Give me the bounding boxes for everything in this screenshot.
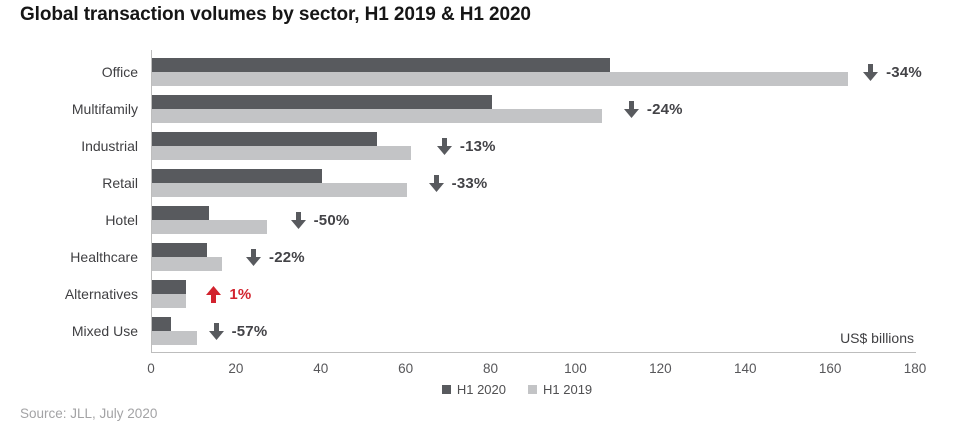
change-percent-label: 1% — [229, 285, 252, 303]
legend-swatch-h1-2020 — [441, 385, 451, 394]
plot-area: US$ billions Office -34% Multifamily -24% In… — [65, 50, 922, 353]
bar-h1-2019-industrial — [152, 146, 411, 160]
axis-unit-label: US$ billions — [840, 330, 914, 346]
change-percent-label: -34% — [886, 63, 922, 81]
bar-h1-2020-multifamily — [152, 95, 492, 109]
change-annotation-office: -34% — [863, 58, 922, 86]
change-percent-label: -22% — [269, 248, 305, 266]
down-arrow-icon — [436, 137, 452, 155]
down-arrow-icon — [863, 63, 879, 81]
x-tick-0: 0 — [147, 361, 155, 376]
down-arrow-icon — [246, 248, 262, 266]
bar-h1-2020-hotel — [152, 206, 210, 220]
bar-h1-2019-alternatives — [152, 294, 186, 308]
down-arrow-icon — [623, 100, 639, 118]
bar-h1-2019-multifamily — [152, 109, 602, 123]
legend-item-h1-2019: H1 2019 — [528, 382, 592, 397]
change-annotation-multifamily: -24% — [623, 95, 683, 123]
bar-h1-2020-mixed-use — [152, 317, 172, 331]
up-arrow-icon — [206, 285, 222, 303]
change-annotation-industrial: -13% — [436, 132, 496, 160]
legend-item-h1-2020: H1 2020 — [441, 382, 506, 397]
x-tick-120: 120 — [649, 361, 672, 376]
change-percent-label: -33% — [451, 174, 488, 192]
change-percent-label: -57% — [231, 322, 268, 340]
down-arrow-icon — [290, 211, 306, 229]
x-tick-100: 100 — [564, 361, 587, 376]
bar-h1-2020-retail — [152, 169, 322, 183]
category-label-hotel: Hotel — [105, 212, 138, 228]
category-label-office: Office — [101, 64, 138, 80]
legend-label: H1 2019 — [543, 382, 593, 397]
source-note: Source: JLL, July 2020 — [20, 406, 158, 421]
bar-h1-2020-office — [152, 58, 611, 72]
change-percent-label: -24% — [646, 100, 683, 118]
down-arrow-icon — [208, 322, 224, 340]
chart-title: Global transaction volumes by sector, H1… — [20, 4, 531, 25]
category-label-healthcare: Healthcare — [70, 249, 138, 265]
x-tick-160: 160 — [818, 361, 842, 376]
bar-h1-2019-hotel — [152, 220, 267, 234]
bar-h1-2019-healthcare — [152, 257, 222, 271]
category-label-retail: Retail — [102, 175, 138, 191]
category-label-alternatives: Alternatives — [64, 286, 138, 302]
bar-h1-2020-healthcare — [152, 243, 208, 257]
change-annotation-mixed-use: -57% — [208, 317, 268, 345]
x-tick-20: 20 — [228, 361, 244, 376]
bar-h1-2019-mixed-use — [152, 331, 197, 345]
x-tick-140: 140 — [733, 361, 757, 376]
change-percent-label: -50% — [313, 211, 350, 229]
bar-h1-2020-alternatives — [152, 280, 187, 294]
change-annotation-healthcare: -22% — [246, 243, 305, 271]
legend-label: H1 2020 — [456, 382, 506, 397]
down-arrow-icon — [428, 174, 444, 192]
bar-h1-2019-office — [152, 72, 849, 86]
change-annotation-alternatives: 1% — [206, 280, 251, 308]
change-annotation-retail: -33% — [428, 169, 488, 197]
x-tick-60: 60 — [398, 361, 414, 376]
category-label-industrial: Industrial — [81, 138, 138, 154]
legend-swatch-h1-2019 — [528, 385, 537, 394]
bar-h1-2020-industrial — [152, 132, 377, 146]
bar-h1-2019-retail — [152, 183, 407, 197]
legend: H1 2020 H1 2019 — [135, 382, 899, 397]
x-tick-40: 40 — [313, 361, 329, 376]
x-tick-180: 180 — [903, 361, 927, 376]
change-annotation-hotel: -50% — [290, 206, 350, 234]
category-label-multifamily: Multifamily — [71, 101, 138, 117]
change-percent-label: -13% — [459, 137, 496, 155]
category-label-mixed-use: Mixed Use — [71, 323, 138, 339]
x-tick-80: 80 — [483, 361, 499, 376]
